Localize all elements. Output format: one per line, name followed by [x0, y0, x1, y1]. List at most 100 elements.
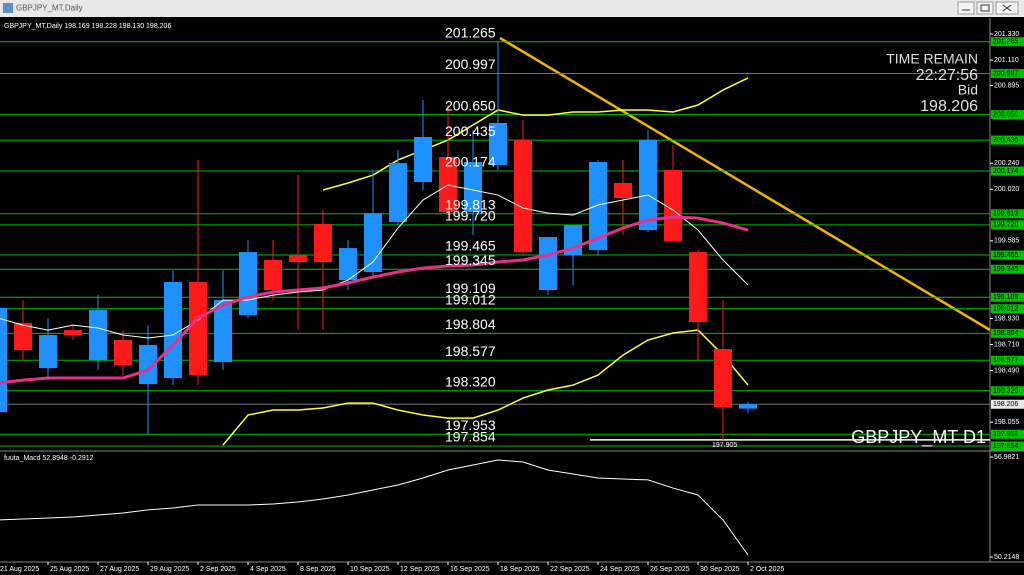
level-box	[991, 328, 1024, 338]
level-box-label: 200.174	[993, 168, 1018, 175]
level-label: 199.813	[445, 196, 496, 212]
y-tick-label: 198.710	[994, 341, 1019, 348]
level-box-label: 198.320	[993, 388, 1018, 395]
y-tick-label: 199.585	[994, 238, 1019, 245]
indicator-line	[0, 184, 749, 339]
candle-body	[689, 252, 707, 322]
axes: 201.330 201.110 200.895 200.240 200.020 199.5…	[0, 31, 1024, 573]
level-box	[991, 429, 1024, 439]
chart-info: GBPJPY_MT,Daily 198.169 198.228 198.130 …	[4, 23, 171, 30]
level-label: 199.465	[445, 238, 496, 254]
level-box-label: 198.577	[993, 357, 1018, 364]
candle-body	[464, 162, 482, 213]
candle-body	[139, 344, 157, 385]
candle-body	[514, 140, 532, 253]
x-tick-label: 27 Aug 2025	[100, 566, 139, 573]
level-box	[991, 355, 1024, 365]
candle-body	[39, 335, 57, 369]
level-box	[991, 304, 1024, 314]
x-tick-label: 25 Aug 2025	[50, 566, 89, 573]
candle-body	[164, 282, 182, 379]
y-tick-label: 200.240	[994, 160, 1019, 167]
trend-line	[499, 36, 990, 332]
level-box-label: 199.813	[993, 211, 1018, 218]
level-box	[991, 264, 1024, 274]
candle-body	[114, 340, 132, 366]
level-box	[991, 37, 1024, 47]
candle-body	[339, 248, 357, 281]
minimize-button[interactable]	[957, 1, 975, 15]
level-box-label: 200.650	[993, 111, 1018, 118]
level-box-label: 200.435	[993, 137, 1018, 144]
level-box	[991, 441, 1024, 451]
window-title: GBPJPY_MT,Daily	[16, 4, 83, 13]
x-tick-label: 29 Aug 2025	[150, 566, 189, 573]
candle-body	[364, 213, 382, 272]
title-bar	[0, 0, 1024, 17]
candle-body	[639, 140, 657, 231]
x-tick-label: 30 Sep 2025	[700, 566, 740, 573]
y-tick-label: 198.490	[994, 367, 1019, 374]
indicator-line	[0, 215, 749, 385]
indicator-line	[0, 459, 749, 556]
candle-body	[539, 237, 557, 290]
candle-body	[264, 260, 282, 290]
candle-body	[289, 255, 307, 263]
overlay: GBPJPY_MT,Daily 198.169 198.228 198.130 …	[4, 23, 986, 462]
y-tick-label: 198.930	[994, 315, 1019, 322]
level-label: 199.012	[445, 291, 496, 307]
macd-panel	[0, 459, 749, 556]
time-remain-label: TIME REMAIN	[886, 51, 978, 67]
level-box-label: 197.953	[993, 431, 1018, 438]
x-tick-label: 21 Aug 2025	[0, 566, 39, 573]
level-label: 198.577	[445, 343, 496, 359]
x-tick-label: 10 Sep 2025	[350, 566, 390, 573]
candle-body	[489, 123, 507, 165]
level-box-label: 198.804	[993, 330, 1018, 337]
level-box-label: 199.012	[993, 306, 1018, 313]
x-tick-label: 26 Sep 2025	[650, 566, 690, 573]
level-box-label: 199.720	[993, 222, 1018, 229]
candle-body	[739, 404, 757, 409]
y-tick-label: 200.895	[994, 82, 1019, 89]
x-tick-label: 2 Oct 2025	[750, 566, 784, 573]
candle-body	[214, 300, 232, 363]
maximize-button[interactable]	[976, 1, 994, 15]
candle-body	[589, 162, 607, 251]
level-box	[991, 166, 1024, 176]
macd-tick-label: 56.9821	[994, 454, 1019, 461]
candle-body	[414, 136, 432, 183]
y-tick-label: 201.330	[994, 31, 1019, 38]
x-tick-label: 16 Sep 2025	[450, 566, 490, 573]
level-box-label: 199.109	[993, 294, 1018, 301]
candle-body	[0, 308, 7, 413]
level-label: 199.109	[445, 280, 496, 296]
level-label: 200.650	[445, 97, 496, 113]
candle-body	[389, 163, 407, 222]
level-label: 200.435	[445, 123, 496, 139]
level-box-label: 199.465	[993, 252, 1018, 259]
x-tick-label: 18 Sep 2025	[500, 566, 540, 573]
candle-body	[314, 223, 332, 263]
candle-body	[614, 182, 632, 199]
x-tick-label: 2 Sep 2025	[200, 566, 236, 573]
level-label: 200.174	[445, 154, 496, 170]
x-tick-label: 8 Sep 2025	[300, 566, 336, 573]
candle-body	[89, 310, 107, 361]
time-remain: 22:27:56	[916, 67, 978, 84]
level-box	[991, 220, 1024, 230]
y-tick-label: 198.055	[994, 419, 1019, 426]
x-tick-label: 22 Sep 2025	[550, 566, 590, 573]
bid-label: Bid	[958, 82, 978, 98]
indicator-line	[322, 77, 749, 191]
level-box	[991, 135, 1024, 145]
macd-title: fuuta_Macd 52.8948 -0.2912	[4, 455, 94, 462]
level-box	[991, 386, 1024, 396]
candle-body	[64, 330, 82, 336]
maximize-icon	[980, 4, 990, 12]
annotation-label: 197.905	[712, 442, 737, 449]
level-box	[991, 68, 1024, 78]
bid-value: 198.206	[920, 98, 978, 115]
